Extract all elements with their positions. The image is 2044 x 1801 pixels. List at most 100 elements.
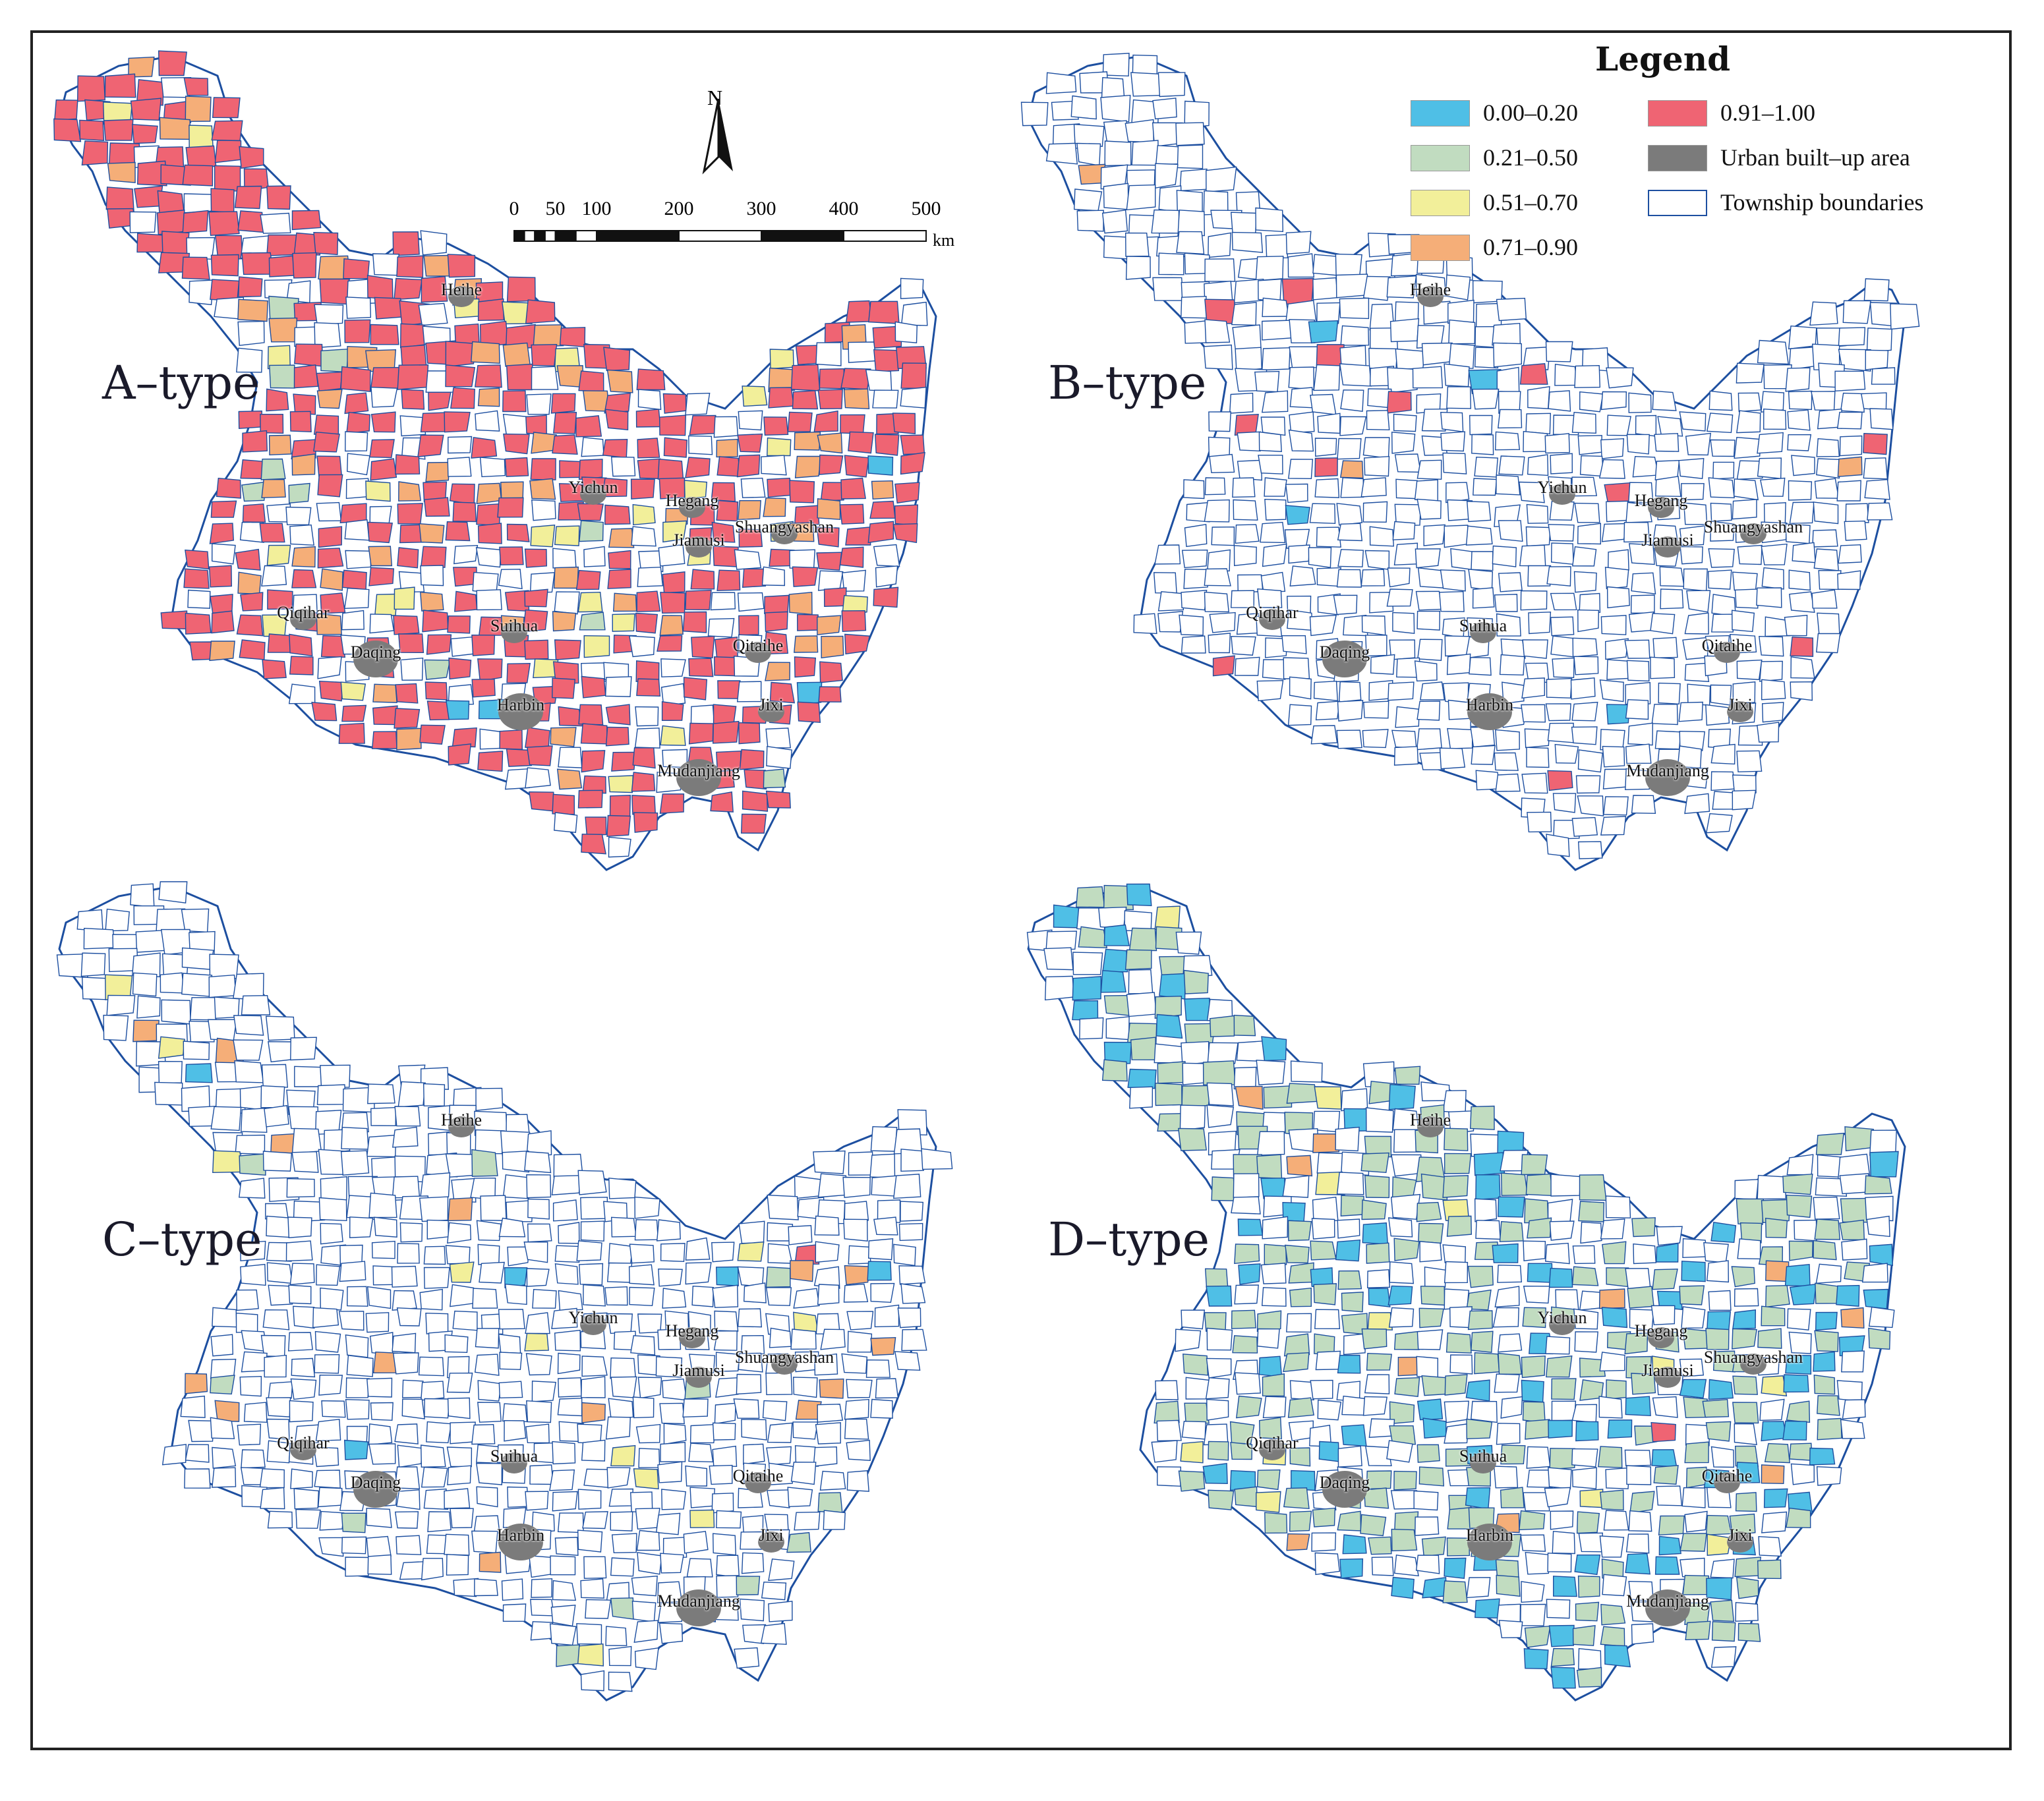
township-cell bbox=[1393, 413, 1417, 432]
township-cell bbox=[1339, 297, 1370, 320]
township-cell bbox=[1866, 328, 1892, 353]
township-cell bbox=[1102, 948, 1128, 973]
township-cell bbox=[846, 1379, 873, 1398]
township-cell bbox=[394, 1106, 421, 1127]
township-cell bbox=[581, 750, 606, 773]
township-cell bbox=[1286, 1155, 1313, 1177]
township-cell bbox=[1708, 548, 1735, 568]
township-cell bbox=[1317, 413, 1341, 434]
township-cell bbox=[1550, 616, 1575, 637]
township-cell bbox=[1471, 745, 1496, 765]
township-cell bbox=[1362, 501, 1388, 523]
township-cell bbox=[1154, 163, 1179, 189]
township-cell bbox=[471, 437, 498, 459]
township-cell bbox=[392, 1352, 419, 1375]
township-cell bbox=[1814, 1218, 1841, 1240]
township-cell bbox=[424, 681, 448, 700]
township-cell bbox=[392, 231, 420, 256]
township-cell bbox=[1183, 969, 1209, 994]
township-cell bbox=[1126, 184, 1156, 211]
township-cell bbox=[1523, 1492, 1550, 1512]
township-cell bbox=[1235, 656, 1260, 676]
township-cell bbox=[1759, 477, 1786, 497]
township-cell bbox=[1336, 503, 1363, 526]
township-cell bbox=[792, 566, 819, 587]
township-cell bbox=[1202, 1463, 1228, 1485]
township-cell bbox=[238, 276, 263, 298]
township-cell bbox=[285, 506, 312, 526]
township-cell bbox=[1527, 386, 1550, 409]
township-cell bbox=[717, 680, 741, 699]
township-cell bbox=[420, 565, 444, 586]
township-cell bbox=[685, 1237, 711, 1261]
township-cell bbox=[765, 1266, 791, 1288]
township-cell bbox=[1784, 1264, 1811, 1287]
township-cell bbox=[734, 1647, 760, 1669]
township-layer bbox=[56, 881, 953, 1692]
township-cell bbox=[1573, 656, 1599, 675]
township-cell bbox=[1815, 1263, 1842, 1284]
township-cell bbox=[502, 1174, 530, 1199]
township-cell bbox=[1708, 390, 1733, 411]
township-cell bbox=[558, 1377, 582, 1398]
township-cell bbox=[1705, 1328, 1730, 1350]
township-cell bbox=[1237, 1218, 1264, 1236]
city-label-jixi: Jixi bbox=[1728, 695, 1753, 714]
township-cell bbox=[1362, 437, 1390, 459]
township-cell bbox=[1522, 639, 1548, 659]
township-cell bbox=[1204, 568, 1231, 586]
township-cell bbox=[710, 592, 736, 611]
township-cell bbox=[629, 1244, 655, 1264]
township-cell bbox=[1577, 1575, 1600, 1598]
township-cell bbox=[1124, 910, 1152, 932]
township-cell bbox=[1628, 543, 1655, 565]
township-cell bbox=[662, 1378, 687, 1401]
township-cell bbox=[716, 1555, 740, 1578]
township-cell bbox=[1650, 613, 1676, 635]
township-cell bbox=[581, 1356, 608, 1377]
township-cell bbox=[291, 439, 316, 460]
township-cell bbox=[577, 503, 604, 521]
township-cell bbox=[314, 1354, 340, 1374]
township-cell bbox=[266, 1440, 291, 1464]
township-cell bbox=[1444, 1288, 1470, 1310]
township-cell bbox=[395, 454, 421, 475]
city-label-jixi: Jixi bbox=[759, 695, 784, 714]
township-cell bbox=[1813, 1240, 1837, 1261]
township-cell bbox=[736, 1373, 762, 1395]
township-cell bbox=[550, 1605, 576, 1627]
township-cell bbox=[499, 1352, 523, 1371]
township-cell bbox=[1416, 1356, 1438, 1379]
township-cell bbox=[814, 1353, 838, 1376]
township-cell bbox=[901, 1329, 927, 1352]
township-cell bbox=[712, 720, 740, 744]
township-cell bbox=[450, 387, 475, 409]
township-cell bbox=[53, 118, 82, 142]
township-cell bbox=[608, 1178, 637, 1199]
township-cell bbox=[266, 234, 299, 256]
township-cell bbox=[817, 1404, 844, 1423]
township-cell bbox=[418, 302, 448, 326]
township-cell bbox=[1710, 743, 1736, 765]
legend-swatch bbox=[1411, 235, 1470, 261]
township-cell bbox=[504, 1283, 527, 1305]
township-cell bbox=[1577, 435, 1602, 455]
township-cell bbox=[796, 681, 823, 705]
township-cell bbox=[1447, 728, 1473, 749]
township-cell bbox=[130, 98, 162, 121]
township-cell bbox=[1283, 657, 1310, 679]
township-cell bbox=[1391, 1154, 1422, 1177]
township-cell bbox=[366, 1134, 397, 1158]
township-cell bbox=[132, 972, 158, 997]
province-map bbox=[1020, 53, 1920, 871]
township-cell bbox=[848, 341, 877, 363]
township-cell bbox=[1815, 1282, 1840, 1304]
township-cell bbox=[1131, 140, 1159, 166]
township-cell bbox=[742, 386, 768, 407]
township-cell bbox=[1578, 1647, 1602, 1670]
township-cell bbox=[638, 550, 664, 573]
township-cell bbox=[769, 349, 794, 370]
township-cell bbox=[524, 588, 548, 608]
township-cell bbox=[1465, 525, 1493, 546]
urban-area bbox=[290, 1439, 316, 1460]
